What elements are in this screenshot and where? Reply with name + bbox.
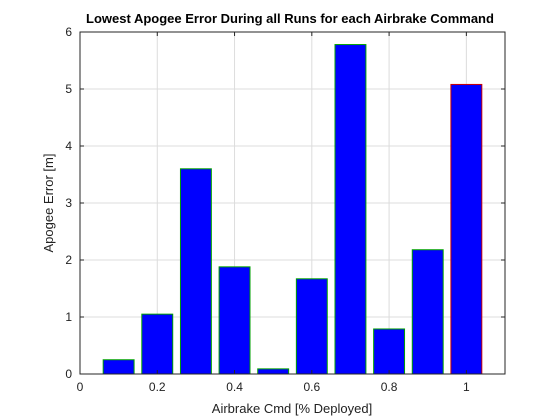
y-tick-label: 4 [65,139,72,153]
bar [218,266,251,375]
y-tick-label: 3 [65,196,72,210]
bars [102,44,483,375]
x-tick-label: 0.2 [149,380,166,394]
bar [450,83,483,375]
bar [141,313,174,375]
bar [334,44,367,375]
y-axis-label: Apogee Error [m] [41,154,56,253]
x-tick-label: 1 [463,380,470,394]
bar [102,359,135,375]
y-tick-label: 6 [65,25,72,39]
bar [179,168,212,375]
chart-title: Lowest Apogee Error During all Runs for … [86,11,494,26]
bar [257,368,290,375]
y-tick-label: 1 [65,310,72,324]
x-tick-label: 0.6 [303,380,320,394]
x-axis-label: Airbrake Cmd [% Deployed] [212,401,372,416]
x-tick-label: 0.4 [226,380,243,394]
bar [373,328,406,375]
bar [295,278,328,375]
y-tick-label: 2 [65,253,72,267]
x-tick-label: 0 [77,380,84,394]
ticks: 0 0.2 0.4 0.6 0.8 1 0 1 2 3 4 5 6 [65,25,505,394]
bar [411,249,444,375]
x-tick-label: 0.8 [381,380,398,394]
y-tick-label: 0 [65,367,72,381]
y-tick-label: 5 [65,82,72,96]
